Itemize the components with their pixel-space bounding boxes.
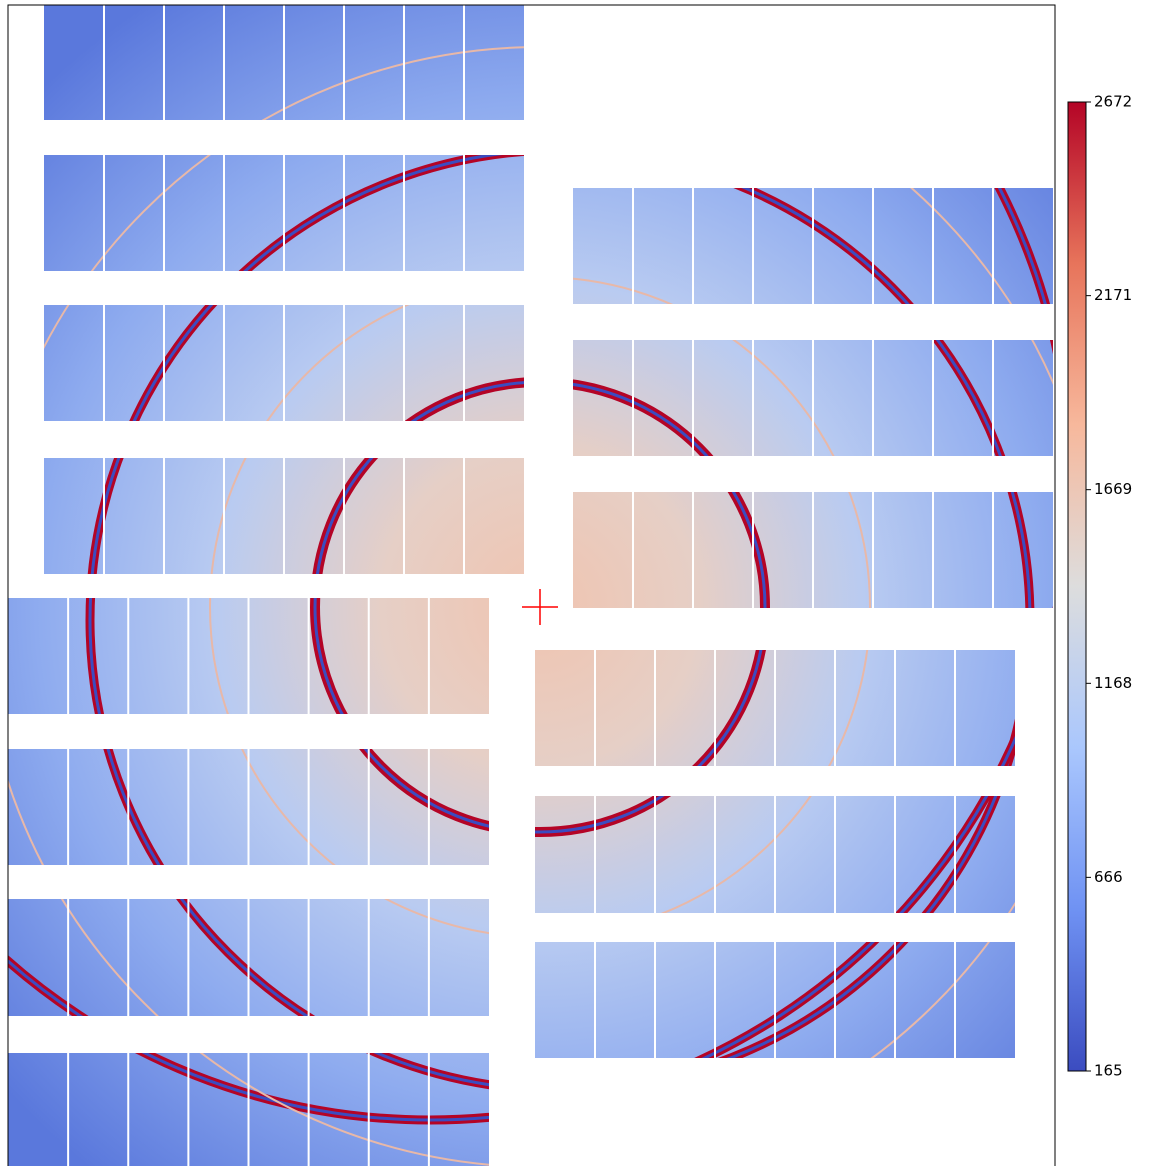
colorbar-tick-label: 666 — [1094, 868, 1123, 886]
colorbar-tick-label: 2672 — [1094, 93, 1132, 111]
colorbar — [1067, 101, 1087, 1072]
axes-frame — [7, 4, 1056, 1166]
colorbar-tick-label: 1669 — [1094, 480, 1132, 498]
colorbar-tick-label: 2171 — [1094, 286, 1132, 304]
detector-image — [8, 5, 1053, 1166]
colorbar-tick-label: 1168 — [1094, 674, 1132, 692]
diffraction-ring-core — [8, 5, 1053, 1122]
colorbar-tick-label: 165 — [1094, 1062, 1123, 1080]
